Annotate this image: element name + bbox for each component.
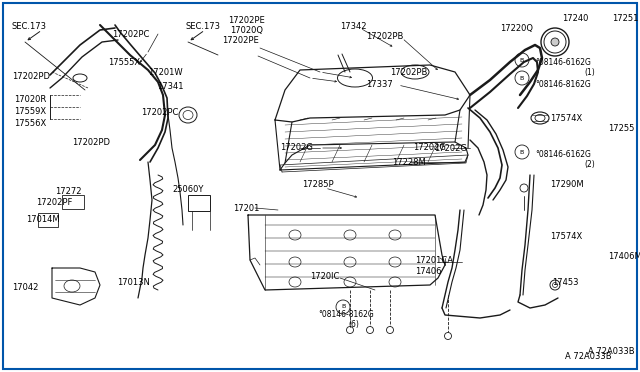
Text: A 72A033B: A 72A033B: [565, 352, 612, 361]
Text: 17272: 17272: [55, 187, 81, 196]
Text: 17201: 17201: [233, 204, 259, 213]
Text: 17337: 17337: [366, 80, 393, 89]
Text: 17202G: 17202G: [434, 144, 467, 153]
Text: 17201W: 17201W: [148, 68, 182, 77]
Text: 17202PB: 17202PB: [390, 68, 428, 77]
Text: 17202PD: 17202PD: [12, 72, 50, 81]
Text: 17574X: 17574X: [550, 114, 582, 123]
Text: °08146-8162G: °08146-8162G: [318, 310, 374, 319]
Text: (2): (2): [584, 160, 595, 169]
Text: 17020R: 17020R: [14, 95, 46, 104]
Text: 17202PF: 17202PF: [36, 198, 72, 207]
Text: °08146-6162G: °08146-6162G: [535, 58, 591, 67]
Text: A 72A033B: A 72A033B: [588, 347, 635, 356]
Text: SEC.173: SEC.173: [12, 22, 47, 31]
Text: 17202PE: 17202PE: [228, 16, 265, 25]
Text: 17201CA: 17201CA: [415, 256, 453, 265]
Text: °08146-8162G: °08146-8162G: [535, 80, 591, 89]
Text: 17555X: 17555X: [108, 58, 140, 67]
Text: (1): (1): [584, 68, 595, 77]
Text: 17202PD: 17202PD: [72, 138, 110, 147]
Text: B: B: [341, 305, 345, 310]
Text: °08146-6162G: °08146-6162G: [535, 150, 591, 159]
Text: 17406: 17406: [415, 267, 442, 276]
Ellipse shape: [551, 38, 559, 46]
Text: 17202G: 17202G: [280, 143, 313, 152]
Text: 17228M: 17228M: [392, 158, 426, 167]
Text: 17574X: 17574X: [550, 232, 582, 241]
Text: 1720lC: 1720lC: [310, 272, 339, 281]
Text: 17013N: 17013N: [117, 278, 150, 287]
Text: 17453: 17453: [552, 278, 579, 287]
Text: 17251: 17251: [612, 14, 638, 23]
Bar: [188, 195, 210, 211]
Text: 17020Q: 17020Q: [230, 26, 263, 35]
Text: 17342: 17342: [340, 22, 367, 31]
Text: 17341: 17341: [157, 82, 184, 91]
Text: 17014M: 17014M: [26, 215, 60, 224]
Text: B: B: [520, 58, 524, 62]
Text: 17285P: 17285P: [302, 180, 333, 189]
Text: B: B: [520, 76, 524, 80]
Text: 17556X: 17556X: [14, 119, 46, 128]
Text: SEC.173: SEC.173: [185, 22, 220, 31]
Text: 17202G: 17202G: [413, 143, 446, 152]
Bar: [38, 213, 58, 227]
Text: B: B: [520, 150, 524, 154]
Text: 17559X: 17559X: [14, 107, 46, 116]
Text: 17202PE: 17202PE: [222, 36, 259, 45]
Text: 17240: 17240: [562, 14, 588, 23]
Text: 17406M: 17406M: [608, 252, 640, 261]
Text: 17042: 17042: [12, 283, 38, 292]
Text: 17290M: 17290M: [550, 180, 584, 189]
Text: 17255: 17255: [608, 124, 634, 133]
Text: 17202PC: 17202PC: [141, 108, 179, 117]
Bar: [62, 195, 84, 209]
Text: 25060Y: 25060Y: [172, 185, 204, 194]
Text: (6): (6): [348, 320, 359, 329]
Text: 17220Q: 17220Q: [500, 24, 533, 33]
Text: 17202PC: 17202PC: [112, 30, 149, 39]
Text: 17202PB: 17202PB: [366, 32, 403, 41]
